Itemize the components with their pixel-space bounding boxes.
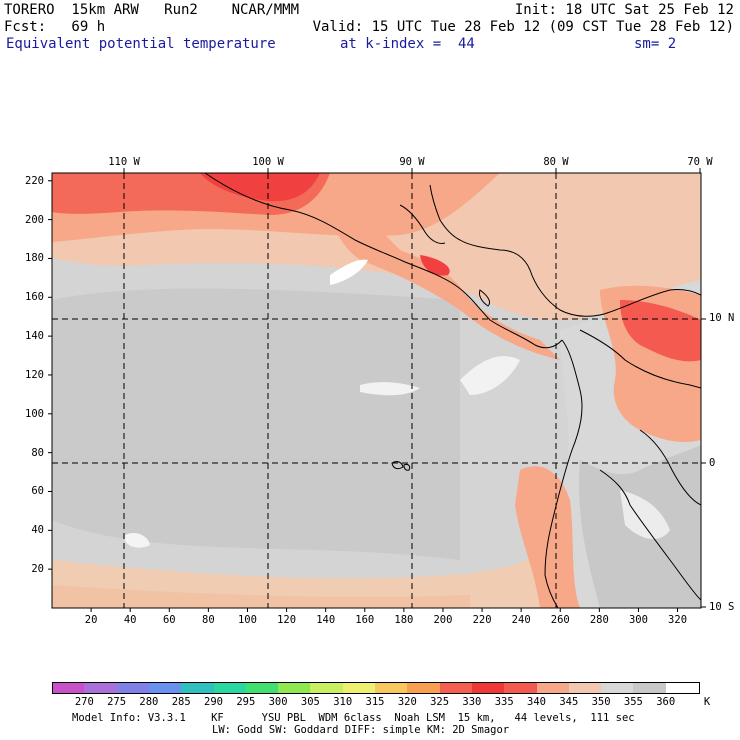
y-tick-label: 80 — [31, 446, 44, 459]
colorbar-swatch — [439, 683, 473, 693]
temperature-field — [52, 173, 701, 608]
colorbar-swatch — [471, 683, 505, 693]
colorbar-unit: K — [703, 696, 711, 708]
colorbar-level-label: 295 — [236, 696, 256, 708]
colorbar-level-label: 285 — [171, 696, 191, 708]
colorbar-level-label: 275 — [107, 696, 127, 708]
colorbar-swatch — [181, 683, 215, 693]
colorbar-level-label: 340 — [527, 696, 546, 708]
y-tick-label: 40 — [31, 524, 44, 537]
colorbar-swatch — [601, 683, 635, 693]
colorbar-swatch — [375, 683, 408, 693]
lon-label-80w: 80 W — [543, 156, 569, 168]
colorbar-level-label: 300 — [268, 696, 288, 708]
colorbar-level-label: 280 — [139, 696, 159, 708]
x-tick-label: 40 — [123, 614, 137, 626]
y-tick-label: 140 — [25, 330, 44, 343]
colorbar-level-label: 360 — [656, 696, 676, 708]
colorbar-level-label: 270 — [74, 696, 94, 708]
x-tick-label: 320 — [668, 614, 688, 626]
x-tick-label: 20 — [84, 614, 98, 626]
x-tick-label: 200 — [433, 614, 453, 626]
colorbar-swatch — [568, 683, 602, 693]
map-frame — [51, 172, 702, 609]
colorbar-level-label: 325 — [430, 696, 450, 708]
model-run-title: TORERO 15km ARW Run2 NCAR/MMM — [4, 2, 300, 18]
lon-label-90w: 90 W — [399, 156, 425, 168]
y-tick-label: 200 — [25, 213, 44, 226]
forecast-hour: Fcst: 69 h — [4, 19, 106, 35]
x-tick-label: 220 — [472, 614, 492, 626]
colorbar-swatch — [536, 683, 570, 693]
colorbar-level-label: 335 — [494, 696, 514, 708]
x-tick-label: 100 — [237, 614, 257, 626]
lat-label-10s: 10 S — [709, 601, 735, 613]
level-index: at k-index = 44 — [340, 36, 475, 52]
x-tick-label: 160 — [355, 614, 375, 626]
lat-lon-grid — [52, 173, 701, 608]
lat-label-10n: 10 N — [709, 312, 735, 324]
x-tick-label: 120 — [277, 614, 297, 626]
colorbar-level-label: 320 — [397, 696, 417, 708]
lat-label-0: 0 — [709, 457, 716, 469]
colorbar-swatch — [52, 683, 85, 693]
colorbar-frame — [52, 682, 700, 694]
y-tick-label: 220 — [25, 174, 44, 187]
colorbar-swatch — [633, 683, 667, 693]
smoothing-value: sm= 2 — [634, 36, 677, 52]
y-tick-label: 160 — [25, 291, 44, 304]
x-tick-label: 280 — [589, 614, 609, 626]
colorbar-level-label: 350 — [591, 696, 611, 708]
colorbar-level-label: 330 — [462, 696, 482, 708]
y-tick-label: 60 — [31, 485, 44, 498]
colorbar-level-label: 355 — [623, 696, 643, 708]
y-tick-label: 100 — [25, 407, 44, 420]
colorbar-swatch — [245, 683, 279, 693]
lon-label-70w: 70 W — [687, 156, 713, 168]
init-time: Init: 18 UTC Sat 25 Feb 12 — [514, 2, 734, 18]
colorbar-swatch — [665, 683, 699, 693]
x-tick-label: 80 — [202, 614, 215, 626]
x-tick-label: 300 — [628, 614, 648, 626]
y-tick-label: 20 — [31, 563, 44, 576]
valid-time: Valid: 15 UTC Tue 28 Feb 12 (09 CST Tue … — [312, 19, 734, 35]
colorbar-swatch — [84, 683, 118, 693]
x-tick-label: 60 — [162, 614, 176, 626]
colorbar-swatch — [310, 683, 344, 693]
field-name: Equivalent potential temperature — [6, 36, 276, 52]
colorbar-swatch — [213, 683, 247, 693]
x-tick-label: 180 — [394, 614, 414, 626]
x-tick-label: 140 — [316, 614, 336, 626]
colorbar-level-label: 310 — [333, 696, 353, 708]
model-info: Model Info: V3.3.1 KF YSU PBL WDM 6class… — [72, 712, 635, 724]
lon-label-100w: 100 W — [252, 156, 284, 168]
y-tick-label: 120 — [25, 368, 44, 381]
colorbar-swatch — [407, 683, 441, 693]
colorbar-swatch — [116, 683, 150, 693]
colorbar-level-label: 315 — [365, 696, 385, 708]
colorbar-level-label: 345 — [559, 696, 579, 708]
colorbar-level-label: 305 — [300, 696, 320, 708]
x-tick-label: 260 — [550, 614, 570, 626]
colorbar-swatch — [148, 683, 182, 693]
colorbar-level-label: 290 — [204, 696, 223, 708]
coastlines — [204, 173, 701, 608]
lon-label-110w: 110 W — [108, 156, 140, 168]
y-tick-label: 180 — [25, 252, 44, 265]
colorbar-swatch — [342, 683, 376, 693]
colorbar-swatch — [278, 683, 312, 693]
colorbar-swatch — [504, 683, 538, 693]
x-tick-label: 240 — [511, 614, 531, 626]
physics-info: LW: Godd SW: Goddard DIFF: simple KM: 2D… — [212, 724, 510, 736]
